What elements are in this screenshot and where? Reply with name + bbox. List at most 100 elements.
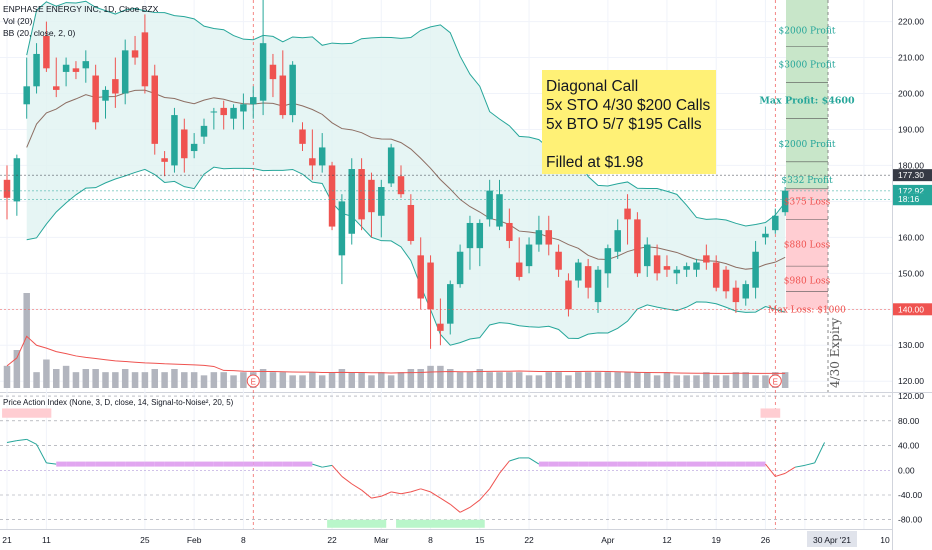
pai-segment xyxy=(509,457,520,462)
volume-bar xyxy=(683,375,690,388)
volume-bar xyxy=(181,372,188,388)
pai-segment xyxy=(489,473,500,490)
candle-body xyxy=(230,107,237,119)
volume-bar xyxy=(131,372,139,388)
pai-segment xyxy=(46,462,57,465)
candle-body xyxy=(92,75,99,123)
candle-body xyxy=(13,158,21,202)
volume-bar xyxy=(466,372,474,388)
price-tick-label: 150.00 xyxy=(898,268,924,278)
loss-label: $980 Loss xyxy=(784,277,831,287)
volume-bar xyxy=(653,375,661,388)
volume-bar xyxy=(486,372,493,388)
volume-bar xyxy=(634,372,641,388)
volume-bar xyxy=(240,372,247,388)
volume-bar xyxy=(151,369,158,388)
price-tick-label: 190.00 xyxy=(898,124,924,134)
loss-zone xyxy=(786,188,828,310)
oversold-shading xyxy=(327,519,387,528)
volume-bar xyxy=(289,375,296,388)
date-label: 10 xyxy=(880,535,890,545)
candle-body xyxy=(693,262,700,270)
pai-segment xyxy=(499,460,510,474)
candle-body xyxy=(653,255,661,274)
volume-bar xyxy=(614,372,621,388)
candle-body xyxy=(72,68,80,72)
volume-bar xyxy=(121,369,129,388)
volume-bar xyxy=(72,372,80,388)
pai-segment xyxy=(479,488,491,501)
candle-body xyxy=(427,262,434,310)
pai-segment xyxy=(312,463,323,468)
candle-body xyxy=(378,187,385,216)
annotation-line-3: 5x BTO 5/7 $195 Calls xyxy=(546,116,702,133)
candle-body xyxy=(565,280,572,310)
indicator-legend: Price Action Index (None, 3, D, close, 1… xyxy=(3,398,234,407)
volume-bar xyxy=(190,372,198,388)
candle-body xyxy=(683,266,690,270)
candle-body xyxy=(545,230,552,245)
candle-body xyxy=(525,244,533,267)
candle-body xyxy=(43,35,50,69)
candle-body xyxy=(456,251,464,285)
annotation-line-2: 5x STO 4/30 $200 Calls xyxy=(546,97,711,114)
candle-body xyxy=(644,244,651,267)
candle-body xyxy=(338,201,346,256)
candle-body xyxy=(762,233,769,238)
candle-body xyxy=(33,53,40,87)
candle-body xyxy=(220,107,227,116)
price-tick-label: 130.00 xyxy=(898,340,924,350)
date-label: 8 xyxy=(241,535,246,545)
volume-bar xyxy=(663,372,671,388)
volume-bar xyxy=(722,375,730,388)
profit-label: $2000 Profit xyxy=(779,27,836,37)
candle-body xyxy=(131,50,139,58)
candle-body xyxy=(328,165,336,227)
candle-body xyxy=(555,251,562,270)
date-label: Feb xyxy=(187,535,202,545)
volume-bar xyxy=(437,365,444,388)
date-label: 8 xyxy=(428,535,433,545)
indicator-tick-label: 120.00 xyxy=(898,391,924,401)
volume-bar xyxy=(318,375,326,388)
pai-segment xyxy=(400,491,411,495)
volume-bar xyxy=(279,372,287,388)
candle-body xyxy=(535,230,543,245)
candle-body xyxy=(742,284,749,299)
profit-label: $332 Profit xyxy=(781,176,833,186)
volume-bar xyxy=(762,375,769,388)
candle-body xyxy=(703,255,710,263)
candle-body xyxy=(732,287,740,303)
candle-body xyxy=(3,179,11,198)
volume-bar xyxy=(220,372,227,388)
date-label: 19 xyxy=(711,535,721,545)
volume-bar xyxy=(13,350,21,388)
volume-bar xyxy=(161,372,168,388)
volume-bar xyxy=(358,372,365,388)
price-tag-label: 177.30 xyxy=(898,170,924,180)
pai-segment xyxy=(528,457,540,465)
payoff-labels: $2000 Profit $3000 Profit Max Profit: $460… xyxy=(759,27,855,316)
date-label: 15 xyxy=(475,535,485,545)
candle-body xyxy=(781,190,789,213)
bb-legend: BB (20, close, 2, 0) xyxy=(3,28,75,38)
candle-body xyxy=(141,32,149,87)
volume-bar xyxy=(387,375,395,388)
candle-body xyxy=(318,147,326,166)
volume-bar xyxy=(781,372,789,388)
volume-bar xyxy=(378,372,385,388)
date-label: 11 xyxy=(42,535,51,545)
candle-body xyxy=(447,284,454,324)
candle-body xyxy=(53,86,60,90)
pai-segment xyxy=(6,440,17,443)
candle-body xyxy=(82,61,90,69)
indicator-tick-label: -80.00 xyxy=(898,515,922,525)
volume-bar xyxy=(23,293,30,388)
volume-bar xyxy=(712,375,720,388)
annotation-line-1: Diagonal Call xyxy=(546,78,638,95)
overbought-shading xyxy=(760,408,781,418)
pai-segment xyxy=(322,464,333,468)
volume-bar xyxy=(456,372,464,388)
loss-label: $375 Loss xyxy=(784,197,831,207)
indicator-tick-label: 40.00 xyxy=(898,441,920,451)
